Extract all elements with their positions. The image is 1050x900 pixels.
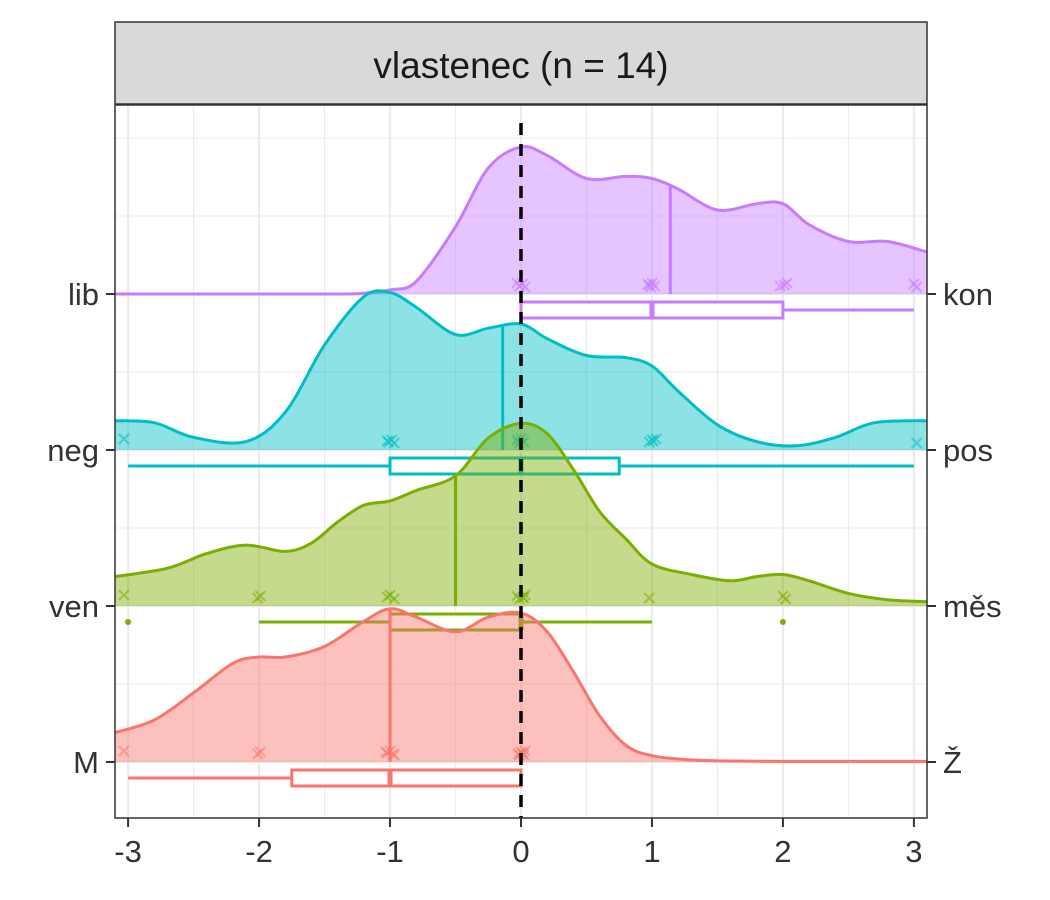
- data-point: [254, 746, 267, 758]
- density-line-M: [114, 607, 927, 763]
- data-point: [118, 745, 130, 757]
- data-point: [519, 281, 531, 293]
- data-point: [650, 433, 662, 445]
- data-point: [646, 434, 658, 446]
- data-point: [780, 593, 792, 605]
- density-line-ven: [114, 421, 928, 604]
- data-point: [774, 280, 786, 292]
- x-tick-label: -1: [376, 834, 404, 869]
- outlier-point: [779, 619, 786, 625]
- data-point: [910, 437, 923, 449]
- y-tick-label-right: pos: [943, 433, 993, 468]
- y-tick-label-left: M: [73, 745, 99, 780]
- ridge-row-ven: [114, 421, 928, 632]
- density-area-neg: [115, 290, 927, 450]
- plot-panel: [114, 104, 928, 819]
- facet-strip: vlastenec (n = 14): [114, 21, 928, 105]
- x-tick-label: 3: [905, 834, 922, 869]
- x-tick-label: 0: [512, 834, 529, 869]
- data-point: [649, 280, 661, 292]
- data-point: [380, 746, 392, 758]
- data-point: [910, 281, 923, 293]
- data-point: [387, 748, 399, 760]
- density-ridges: [114, 145, 928, 788]
- data-point: [644, 281, 657, 293]
- box-M: [290, 768, 523, 788]
- y-tick-label-right: kon: [943, 277, 993, 312]
- box-neg: [388, 456, 621, 476]
- density-area-lib: [115, 146, 927, 295]
- x-tick-label: -2: [245, 834, 273, 869]
- data-point: [381, 435, 393, 447]
- data-point: [118, 433, 130, 445]
- outlier-point: [125, 619, 132, 625]
- y-tick-label-left: neg: [47, 433, 99, 468]
- facet-strip-background: [114, 21, 928, 105]
- data-point: [118, 589, 130, 601]
- y-tick-label-left: ven: [49, 589, 99, 624]
- x-tick-label: 1: [643, 834, 660, 869]
- facet-title: vlastenec (n = 14): [373, 45, 668, 86]
- y-tick-label-right: Ž: [943, 745, 962, 780]
- density-area-ven: [115, 423, 927, 606]
- y-tick-label-left: lib: [68, 277, 99, 312]
- data-point: [254, 590, 267, 602]
- data-point: [388, 437, 400, 449]
- y-tick-label-right: měs: [943, 589, 1002, 624]
- x-tick-label: -3: [114, 834, 142, 869]
- data-point: [384, 589, 396, 601]
- density-area-M: [115, 608, 927, 762]
- data-point: [781, 277, 793, 289]
- x-tick-label: 2: [774, 834, 791, 869]
- data-point: [643, 592, 655, 604]
